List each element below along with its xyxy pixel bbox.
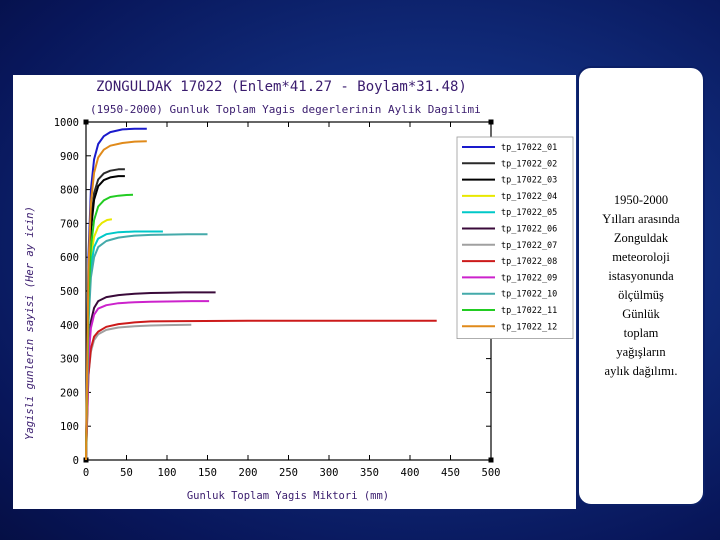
- chart-title: ZONGULDAK 17022 (Enlem*41.27 - Boylam*31…: [96, 79, 467, 95]
- chart-figure: ZONGULDAK 17022 (Enlem*41.27 - Boylam*31…: [13, 75, 576, 509]
- y-tick-label: 300: [60, 354, 79, 366]
- legend-label: tp_17022_12: [501, 322, 557, 332]
- x-tick-label: 250: [279, 467, 298, 479]
- x-tick-label: 450: [441, 467, 460, 479]
- caption-text: 1950-2000 Yılları arasında Zonguldak met…: [602, 193, 680, 378]
- legend-label: tp_17022_01: [501, 143, 557, 153]
- y-tick-label: 100: [60, 421, 79, 433]
- x-tick-label: 350: [360, 467, 379, 479]
- series-line-tp_17022_10: [85, 233, 208, 461]
- legend-label: tp_17022_04: [501, 192, 557, 202]
- legend-label: tp_17022_03: [501, 176, 557, 186]
- x-tick-label: 0: [83, 467, 89, 479]
- y-axis-label: Yagisli gunlerin sayisi (Her ay icin): [24, 206, 36, 440]
- legend-label: tp_17022_07: [501, 241, 557, 251]
- legend-box: [456, 136, 574, 340]
- legend-label: tp_17022_08: [501, 257, 557, 267]
- x-axis-label: Gunluk Toplam Yagis Miktori (mm): [187, 490, 389, 502]
- caption-panel: 1950-2000 Yılları arasında Zonguldak met…: [577, 66, 705, 506]
- x-tick-label: 100: [158, 467, 177, 479]
- y-tick-label: 0: [73, 455, 79, 467]
- y-tick-label: 1000: [54, 117, 79, 129]
- chart-svg: ZONGULDAK 17022 (Enlem*41.27 - Boylam*31…: [24, 79, 574, 502]
- plot-frame: [85, 121, 492, 461]
- legend-label: tp_17022_05: [501, 208, 557, 218]
- series-line-tp_17022_05: [85, 230, 163, 461]
- y-tick-label: 600: [60, 252, 79, 264]
- legend-label: tp_17022_09: [501, 273, 557, 283]
- axis-corner-marker: [83, 119, 89, 125]
- y-tick-label: 900: [60, 151, 79, 163]
- chart-subtitle: (1950-2000) Gunluk Toplam Yagis degerler…: [90, 103, 481, 116]
- y-tick-label: 800: [60, 185, 79, 197]
- series-line-tp_17022_08: [85, 319, 437, 461]
- axis-corner-marker: [488, 119, 494, 125]
- y-tick-label: 400: [60, 320, 79, 332]
- series-line-tp_17022_07: [85, 323, 192, 461]
- x-tick-label: 500: [482, 467, 501, 479]
- x-tick-label: 150: [198, 467, 217, 479]
- x-tick-label: 200: [239, 467, 258, 479]
- x-tick-label: 50: [120, 467, 133, 479]
- axis-corner-marker: [488, 457, 494, 463]
- legend-label: tp_17022_06: [501, 225, 557, 235]
- x-tick-label: 300: [320, 467, 339, 479]
- series-line-tp_17022_12: [85, 140, 147, 461]
- legend-label: tp_17022_11: [501, 306, 557, 316]
- series-line-tp_17022_09: [85, 300, 210, 461]
- y-tick-label: 500: [60, 286, 79, 298]
- series-line-tp_17022_06: [85, 291, 216, 461]
- y-tick-label: 700: [60, 218, 79, 230]
- series-line-tp_17022_11: [85, 193, 134, 461]
- x-tick-label: 400: [401, 467, 420, 479]
- y-tick-label: 200: [60, 387, 79, 399]
- legend-label: tp_17022_02: [501, 159, 557, 169]
- plot-area: 0 100 200 300 400 500 600 700 800 900 1000 0 50 100 15…: [54, 117, 574, 479]
- legend-label: tp_17022_10: [501, 290, 557, 300]
